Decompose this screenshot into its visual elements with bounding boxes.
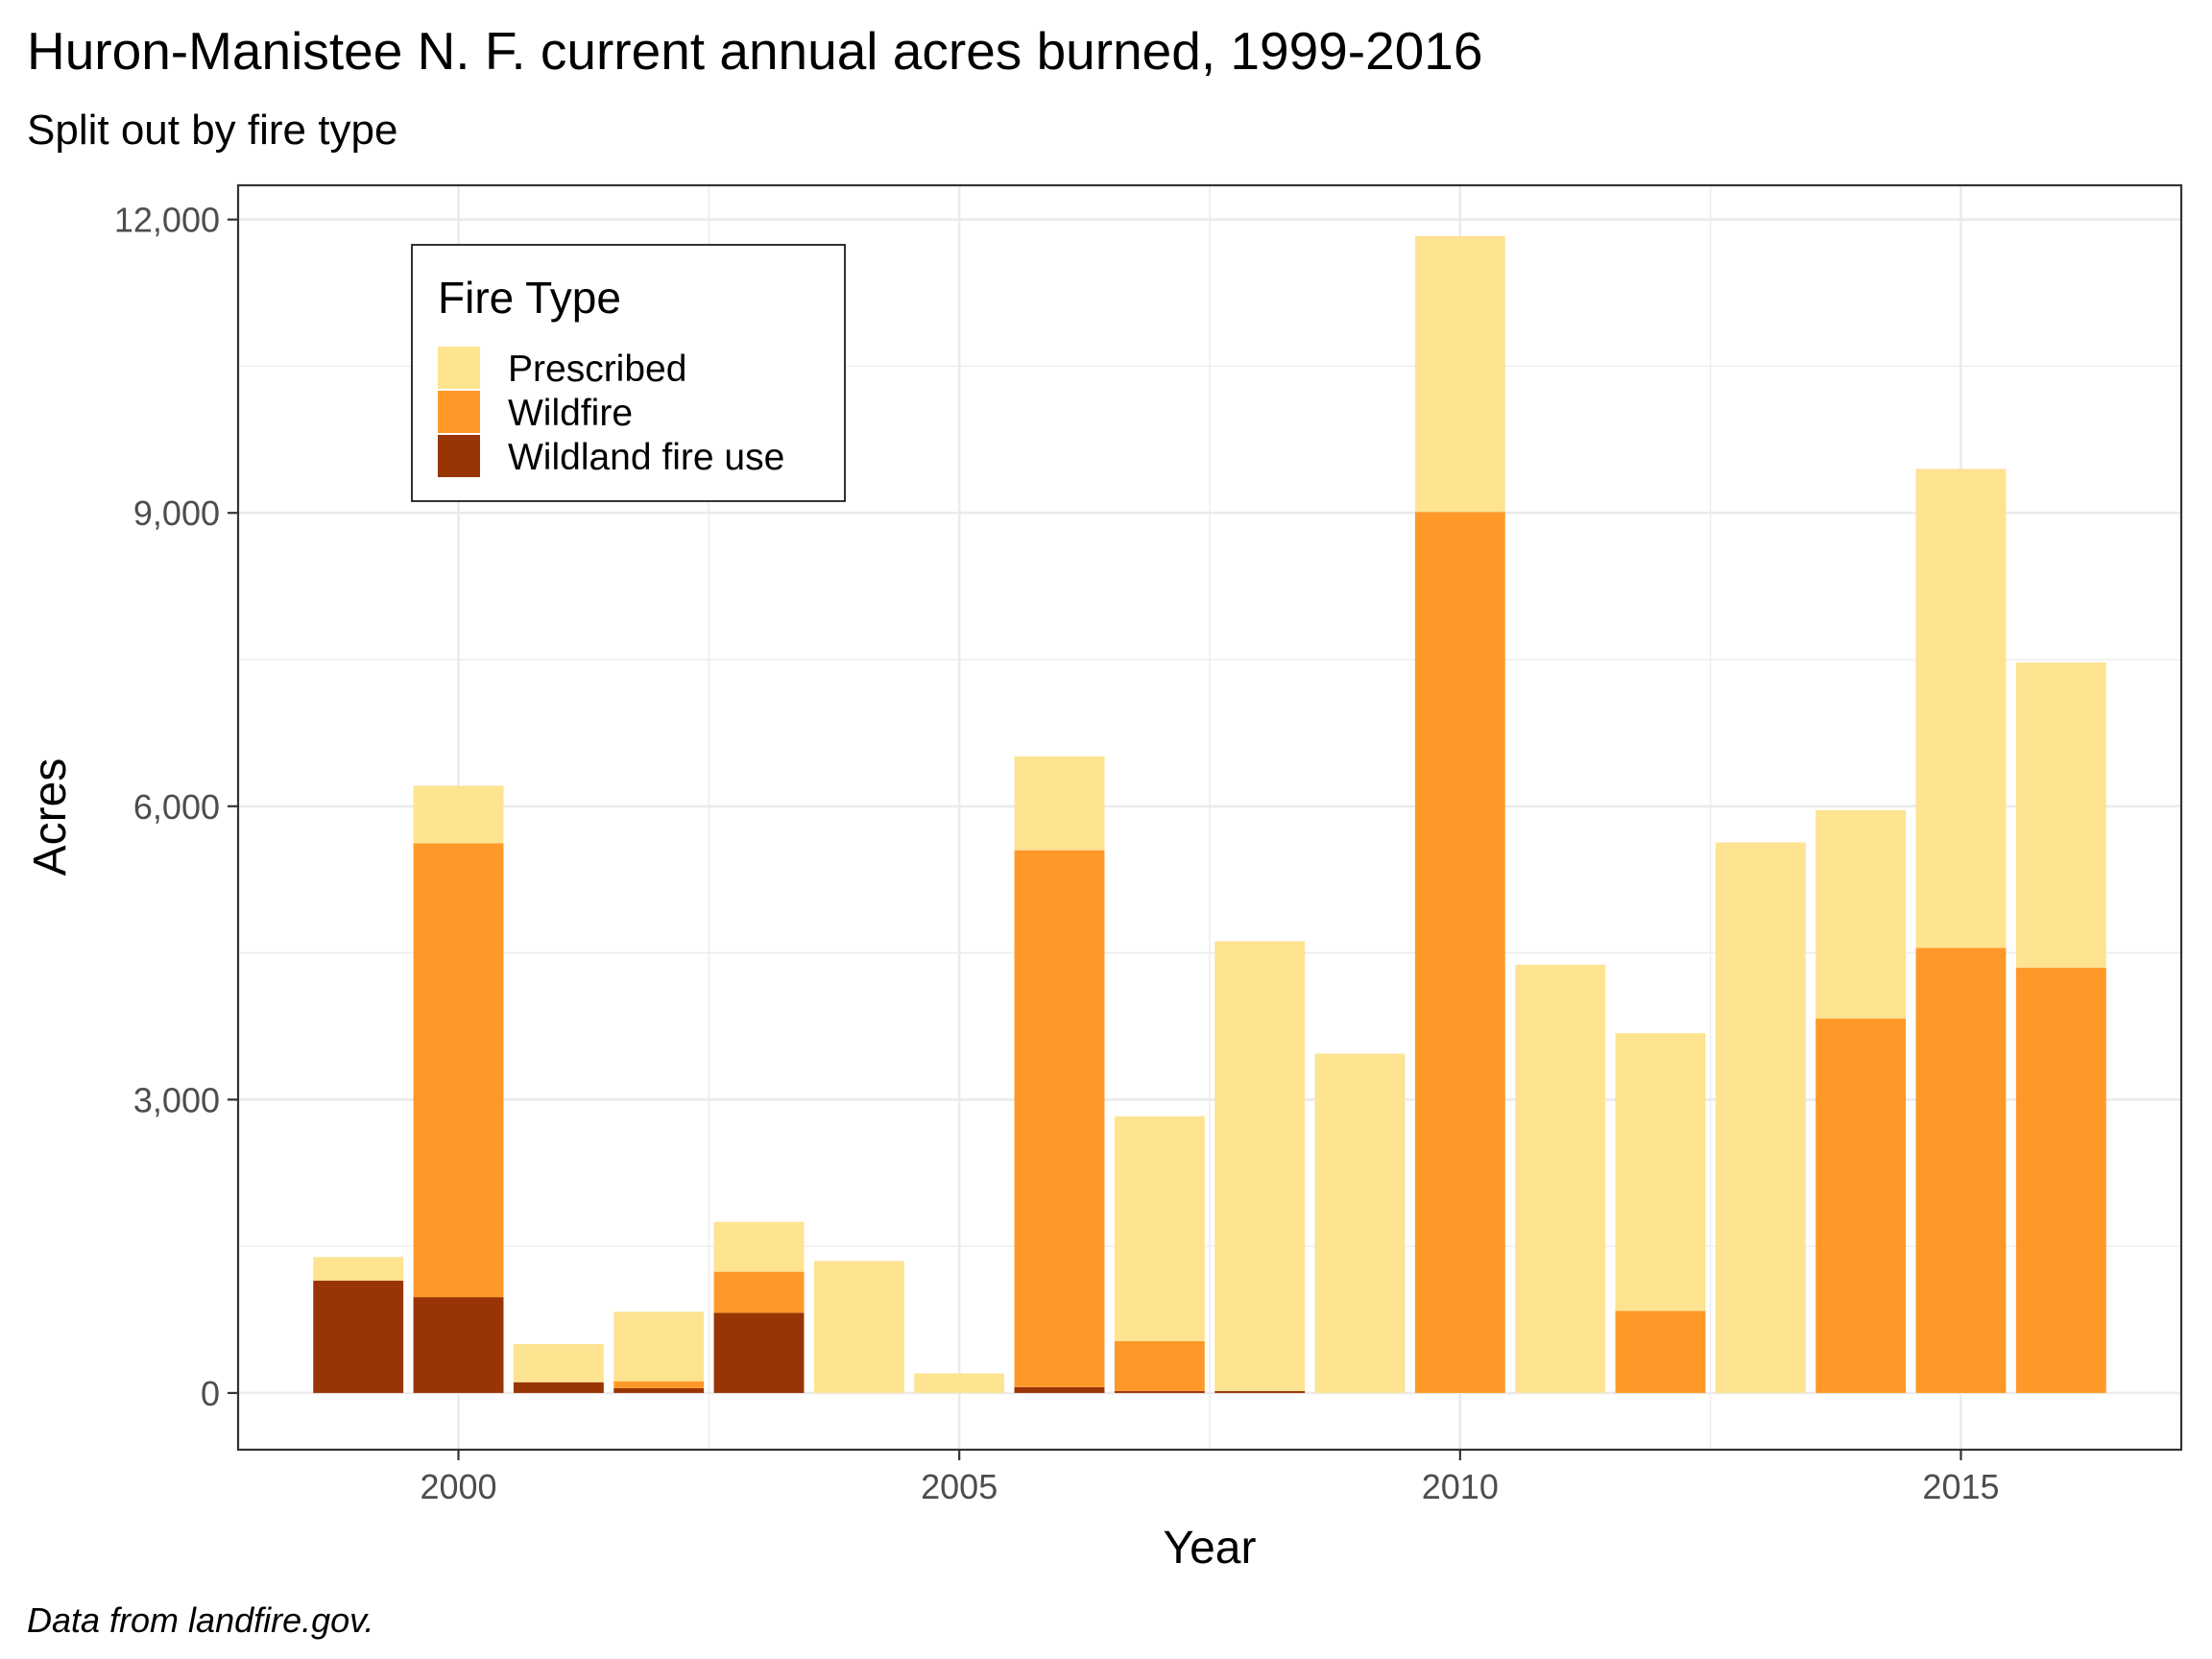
- x-tick-label: 2005: [921, 1467, 998, 1506]
- bar-segment: [1114, 1116, 1205, 1341]
- y-tick-label: 6,000: [133, 787, 220, 827]
- legend-title: Fire Type: [438, 273, 621, 323]
- panel-border: [236, 183, 2183, 1452]
- bar-segment: [713, 1221, 805, 1272]
- y-axis-title: Acres: [25, 758, 76, 877]
- bar-segment: [413, 785, 504, 844]
- bar-segment: [713, 1312, 805, 1393]
- y-tick-label: 0: [201, 1374, 220, 1413]
- y-axis: 0 3,000 6,000 9,000 12,000: [114, 201, 238, 1413]
- bar-segment: [1815, 1018, 1907, 1393]
- chart-title: Huron-Manistee N. F. current annual acre…: [27, 21, 1482, 81]
- legend-key: [438, 391, 480, 433]
- bar-segment: [1515, 964, 1606, 1393]
- legend-label: Wildfire: [508, 393, 633, 434]
- bars: [313, 235, 2106, 1393]
- bar-segment: [1314, 1053, 1406, 1393]
- bar-segment: [1114, 1340, 1205, 1391]
- bar-segment: [1414, 512, 1505, 1393]
- x-axis: 2000 2005 2010 2015: [420, 1450, 2000, 1506]
- y-tick-label: 12,000: [114, 201, 220, 240]
- bar-segment: [413, 843, 504, 1298]
- bar-segment: [1815, 809, 1907, 1019]
- bar-segment: [713, 1271, 805, 1313]
- legend-key: [438, 435, 480, 477]
- bar-segment: [613, 1311, 705, 1382]
- bar-segment: [1214, 1390, 1306, 1393]
- bar-segment: [1114, 1390, 1205, 1393]
- legend-label: Prescribed: [508, 349, 686, 390]
- bar-segment: [1615, 1310, 1706, 1393]
- bar-segment: [1214, 941, 1306, 1391]
- bar-segment: [1014, 850, 1105, 1387]
- x-tick-label: 2000: [420, 1467, 496, 1506]
- chart-caption: Data from landfire.gov.: [27, 1600, 374, 1640]
- bar-segment: [513, 1344, 604, 1382]
- chart-subtitle: Split out by fire type: [27, 107, 397, 154]
- bar-segment: [413, 1297, 504, 1393]
- bar-segment: [1915, 469, 2007, 949]
- bar-segment: [1014, 756, 1105, 851]
- bar-segment: [2015, 662, 2106, 968]
- x-axis-title: Year: [1164, 1523, 1257, 1574]
- y-tick-label: 9,000: [133, 493, 220, 533]
- legend-box: [411, 244, 846, 502]
- legend-key: [438, 347, 480, 389]
- bar-segment: [313, 1280, 404, 1393]
- bar-segment: [1414, 235, 1505, 513]
- bar-segment: [613, 1387, 705, 1393]
- x-tick-label: 2015: [1922, 1467, 1999, 1506]
- bar-segment: [2015, 967, 2106, 1393]
- bar-segment: [1915, 948, 2007, 1393]
- bar-segment: [914, 1373, 1005, 1393]
- y-tick-label: 3,000: [133, 1080, 220, 1119]
- bar-segment: [613, 1381, 705, 1388]
- bar-segment: [513, 1382, 604, 1393]
- plot-panel: [236, 183, 2183, 1452]
- x-tick-label: 2010: [1422, 1467, 1499, 1506]
- bar-segment: [1615, 1033, 1706, 1311]
- legend-label: Wildland fire use: [508, 437, 784, 478]
- bar-segment: [813, 1261, 904, 1393]
- bar-segment: [1715, 842, 1806, 1393]
- bar-segment: [1014, 1386, 1105, 1393]
- bar-segment: [313, 1257, 404, 1281]
